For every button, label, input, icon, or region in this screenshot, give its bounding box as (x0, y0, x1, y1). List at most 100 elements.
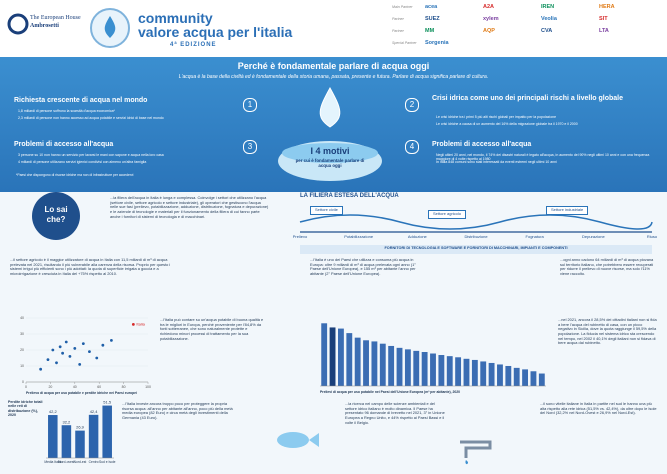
point (101, 344, 104, 347)
point (55, 361, 58, 364)
x-tick-label: 20 (48, 385, 52, 389)
title: valore acqua per l'italia (138, 24, 292, 41)
partner-logo: CVA (541, 28, 552, 35)
x-tick-label: 100 (145, 385, 151, 389)
motive-point: Le crisi idriche tra i primi 5 più alti … (436, 115, 651, 119)
motive-point: 3 persone su 10 non hanno un servizio pe… (18, 153, 233, 157)
note: *Paesi che dispongono di risorse idriche… (16, 173, 133, 177)
filiera-phase: Depurazione (573, 235, 613, 240)
filiera-phase: Potabilizzazione (339, 235, 379, 240)
bar (397, 348, 403, 386)
x-tick-label: 0 (25, 385, 27, 389)
bar (321, 323, 327, 386)
logo-mark (6, 12, 30, 36)
point (51, 349, 54, 352)
org-name: Ambrosetti (30, 23, 59, 30)
partner-logo: IREN (541, 4, 554, 11)
fact-text: ...il settore agricolo è il maggior util… (10, 258, 180, 277)
partner-logo: MM (425, 28, 434, 35)
point (61, 352, 64, 355)
bar (489, 363, 495, 386)
point (59, 345, 62, 348)
x-tick-label: 60 (97, 385, 101, 389)
bar (413, 351, 419, 386)
bar (464, 359, 470, 386)
value-label: 42,4 (90, 409, 99, 414)
fact-text: ...ogni anno cadono 64 miliardi di m³ di… (560, 258, 655, 277)
partner-logo: acea (425, 4, 437, 11)
filiera-phase: Prelievo (280, 235, 320, 240)
bar (380, 344, 386, 386)
partner-logo: Sorgenia (425, 40, 449, 47)
lo-sai-intro: ...la filiera dell'acqua in Italia è lun… (110, 196, 270, 219)
bar (497, 364, 503, 386)
bar (531, 371, 537, 386)
point (110, 339, 113, 342)
motive-number: 4 (405, 140, 419, 154)
bar (514, 368, 520, 386)
filiera-group: Settore civile (310, 206, 343, 215)
partner-label: Special Partner (392, 41, 417, 45)
suppliers: FORNITORI DI TECNOLOGIA E SOFTWARE E FOR… (300, 246, 652, 251)
point (132, 323, 135, 326)
bar (338, 329, 344, 386)
value-label: 42,2 (49, 409, 58, 414)
y-tick-label: 30 (20, 332, 24, 336)
point (95, 357, 98, 360)
point (82, 342, 85, 345)
bar-chart: Prelievi di acqua per uso potabile nei P… (316, 312, 550, 396)
point (78, 363, 81, 366)
chart-title-box: Perdite idriche totali nelle reti di dis… (8, 400, 44, 440)
bar (438, 355, 444, 386)
fact-text: ...l'Italia investe ancora troppo poco p… (122, 402, 237, 421)
motive-point: 2,3 miliardi di persone non hanno access… (18, 116, 233, 120)
partner-logo: AQP (483, 28, 495, 35)
fact-text: ...la ricerca nel campo delle scienze am… (345, 402, 445, 425)
motive-point: 4 miliardi di persone utilizzano servizi… (18, 160, 233, 164)
bar (89, 415, 99, 458)
motive-title: Richiesta crescente di acqua nel mondo (14, 97, 234, 105)
x-tick-label: Centro (89, 460, 99, 464)
partner-logo: LTA (599, 28, 609, 35)
bar (430, 354, 436, 386)
partner-label: Partner (392, 17, 404, 21)
bar (102, 406, 112, 458)
chart-title: Prelievi di acqua per uso potabile nei P… (320, 390, 460, 394)
motive-title: Problemi di accesso all'acqua (14, 141, 234, 149)
center-text: per cui è fondamentale parlare di acqua … (292, 158, 368, 169)
bar (522, 369, 528, 386)
filiera-phase: Riuso (632, 235, 667, 240)
lo-sai-title: Lo sai (30, 205, 82, 215)
filiera-group: Settore agricolo (428, 210, 466, 219)
lo-sai-title: che? (30, 215, 82, 225)
filiera-group: Settore industriale (546, 206, 588, 215)
motive-number: 2 (405, 98, 419, 112)
motive-point: 1,8 miliardi di persone soffrono la scar… (18, 109, 233, 113)
org-name: The European House (30, 15, 81, 22)
partner-logo: HERA (599, 4, 615, 11)
motive-number: 3 (243, 140, 257, 154)
point (39, 368, 42, 371)
motive-number: 1 (243, 98, 257, 112)
x-tick-label: Sud e Isole (99, 460, 116, 464)
bar (447, 356, 453, 386)
partner-label: Main Partner (392, 5, 413, 9)
x-tick-label: Nord-ovest (58, 460, 74, 464)
bar (539, 374, 545, 386)
center-title: I 4 motivi (280, 146, 380, 157)
infographic: The European House Ambrosetti community … (0, 0, 667, 474)
partner-logo: Veolia (541, 16, 557, 23)
bar (472, 360, 478, 386)
banner-subtitle: L'acqua è la base della civiltà ed è fon… (60, 74, 607, 80)
community-logo (88, 6, 132, 50)
y-tick-label: 20 (20, 348, 24, 352)
y-tick-label: 40 (20, 316, 24, 320)
fact-text: ...nel 2021, ancora il 28,5% dei cittadi… (558, 318, 658, 346)
bar (505, 366, 511, 386)
value-label: 51,5 (103, 400, 112, 405)
x-tick-label: 40 (73, 385, 77, 389)
filiera-phase: Adduzione (397, 235, 437, 240)
chart-title: Perdite idriche totali nelle reti di dis… (8, 400, 44, 417)
banner-title: Perché è fondamentale parlare di acqua o… (0, 61, 667, 72)
drop-illustration (255, 83, 405, 188)
